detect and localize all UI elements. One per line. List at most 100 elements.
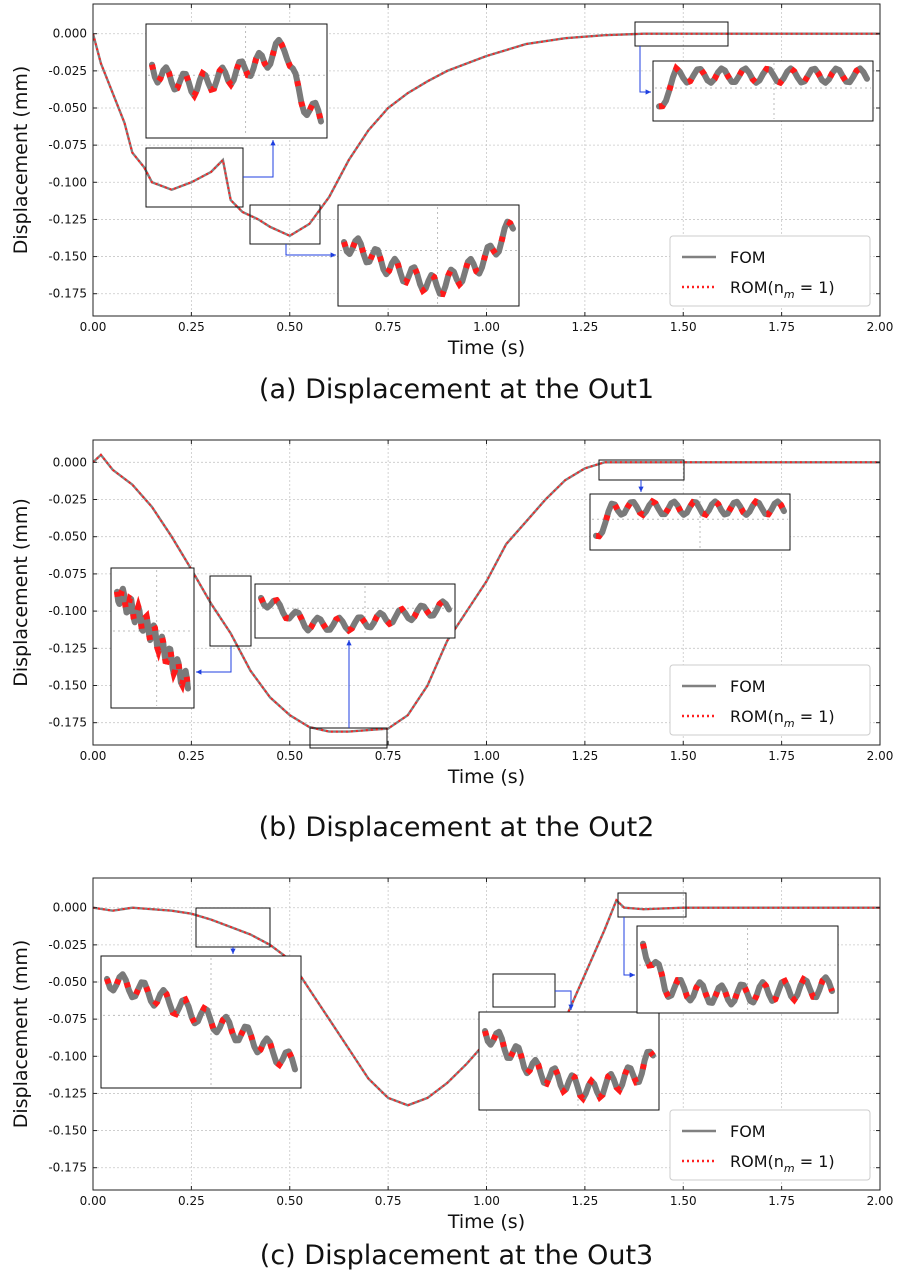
x-axis-label: Time (s) [447,766,525,788]
inset-rom-line [658,63,870,110]
inset-source-box [145,147,244,208]
x-axis-label: Time (s) [447,1211,525,1233]
series-rom-line [93,898,880,1107]
x-tick-label: 1.25 [572,320,599,334]
inset-fom-line [104,971,298,1073]
inset-connector [285,244,336,256]
y-tick-label: -0.050 [48,975,87,989]
inset-source-box [634,21,729,47]
inset-arrowhead [230,948,236,954]
y-tick-label: 0.000 [53,27,87,41]
y-tick-label: 0.000 [53,901,87,915]
inset-source-box [249,204,321,245]
legend-fom-label: FOM [730,677,766,696]
series-fom-line [93,453,880,733]
y-tick-label: -0.175 [48,287,87,301]
y-tick-label: -0.175 [48,1161,87,1175]
inset-connector [639,46,651,93]
y-tick-label: -0.125 [48,212,87,226]
inset-rom-line [341,217,516,298]
legend-fom-label: FOM [730,248,766,267]
y-axis-label: Displacement (mm) [10,66,32,255]
inset-rom-line [114,579,191,694]
legend-rom-label: ROM(nm = 1) [730,278,835,301]
x-tick-label: 1.50 [670,1194,697,1208]
x-tick-label: 2.00 [867,320,894,334]
y-tick-label: -0.050 [48,101,87,115]
x-tick-label: 0.50 [276,1194,303,1208]
inset-arrowhead [645,89,651,95]
chart-out1: 0.00 0.25 0.50 0.75 1.00 1.25 1.50 1.75 2.00 0.00… [10,3,894,359]
inset-source-box [617,892,687,918]
y-tick-label: -0.175 [48,716,87,730]
y-tick-label: -0.150 [48,1124,87,1138]
y-axis-label: Displacement (mm) [10,498,32,687]
y-axis-label: Displacement (mm) [10,940,32,1129]
x-tick-label: 0.00 [80,749,107,763]
inset-connector [196,646,232,673]
y-tick-label: -0.025 [48,493,87,507]
legend-rom-label: ROM(nm = 1) [730,707,835,730]
series-rom-line [93,32,880,237]
inset-connector [243,140,274,178]
x-tick-label: 1.00 [473,320,500,334]
y-tick-label: -0.100 [48,175,87,189]
x-tick-label: 0.25 [178,320,205,334]
chart-out2: 0.00 0.25 0.50 0.75 1.00 1.25 1.50 1.75 2.00 0.00… [10,439,893,788]
x-tick-label: 1.00 [473,1194,500,1208]
x-tick-label: 1.75 [768,320,795,334]
legend-box [669,664,871,736]
y-tick-label: -0.075 [48,1012,87,1026]
x-tick-label: 0.75 [375,1194,402,1208]
x-tick-label: 0.25 [178,749,205,763]
inset-box [254,583,456,639]
x-tick-label: 1.00 [473,749,500,763]
y-tick-label: -0.050 [48,530,87,544]
legend-box [669,235,871,307]
x-tick-label: 0.00 [80,1194,107,1208]
inset-fom-line [640,940,835,1008]
x-tick-label: 1.25 [572,749,599,763]
x-tick-label: 0.25 [178,1194,205,1208]
inset-arrowhead [638,486,644,492]
y-tick-label: -0.025 [48,938,87,952]
series-group [93,898,880,1107]
x-tick-label: 1.50 [670,320,697,334]
x-tick-label: 0.75 [375,749,402,763]
y-tick-label: -0.150 [48,678,87,692]
inset-arrowhead [196,669,202,675]
y-tick-label: -0.075 [48,138,87,152]
y-tick-label: -0.125 [48,1086,87,1100]
x-tick-label: 1.75 [768,1194,795,1208]
x-tick-label: 1.50 [670,749,697,763]
panel-out2: 0.00 0.25 0.50 0.75 1.00 1.25 1.50 1.75 2.00 0.00… [0,430,913,860]
inset-fom-line [258,594,452,634]
x-tick-label: 1.25 [572,1194,599,1208]
inset-connector [555,990,572,1010]
inset-connector [623,917,635,976]
panel-out1: 0.00 0.25 0.50 0.75 1.00 1.25 1.50 1.75 2.00 0.00… [0,0,913,430]
y-tick-label: -0.150 [48,250,87,264]
x-tick-label: 2.00 [867,1194,894,1208]
inset-arrowhead [270,140,276,146]
chart-out3: 0.00 0.25 0.50 0.75 1.00 1.25 1.50 1.75 2.00 0.00… [10,877,894,1233]
caption-out3: (c) Displacement at the Out3 [259,1240,654,1271]
y-tick-label: 0.000 [53,455,87,469]
inset-arrowhead [629,972,635,978]
y-tick-label: -0.100 [48,604,87,618]
legend-box [669,1109,871,1181]
inset-arrowhead [330,252,336,258]
legend-fom-label: FOM [730,1122,766,1141]
x-tick-label: 0.50 [276,320,303,334]
inset-rom-line [482,1027,656,1104]
caption-out1: (a) Displacement at the Out1 [258,374,655,405]
inset-arrowhead [568,1004,574,1010]
y-tick-label: -0.025 [48,64,87,78]
y-tick-label: -0.075 [48,567,87,581]
x-tick-label: 0.00 [80,320,107,334]
inset-rom-line [595,497,787,540]
panel-out3: 0.00 0.25 0.50 0.75 1.00 1.25 1.50 1.75 2.00 0.00… [0,866,913,1286]
inset-arrowhead [346,640,352,646]
series-group [93,453,880,733]
x-tick-label: 0.50 [276,749,303,763]
